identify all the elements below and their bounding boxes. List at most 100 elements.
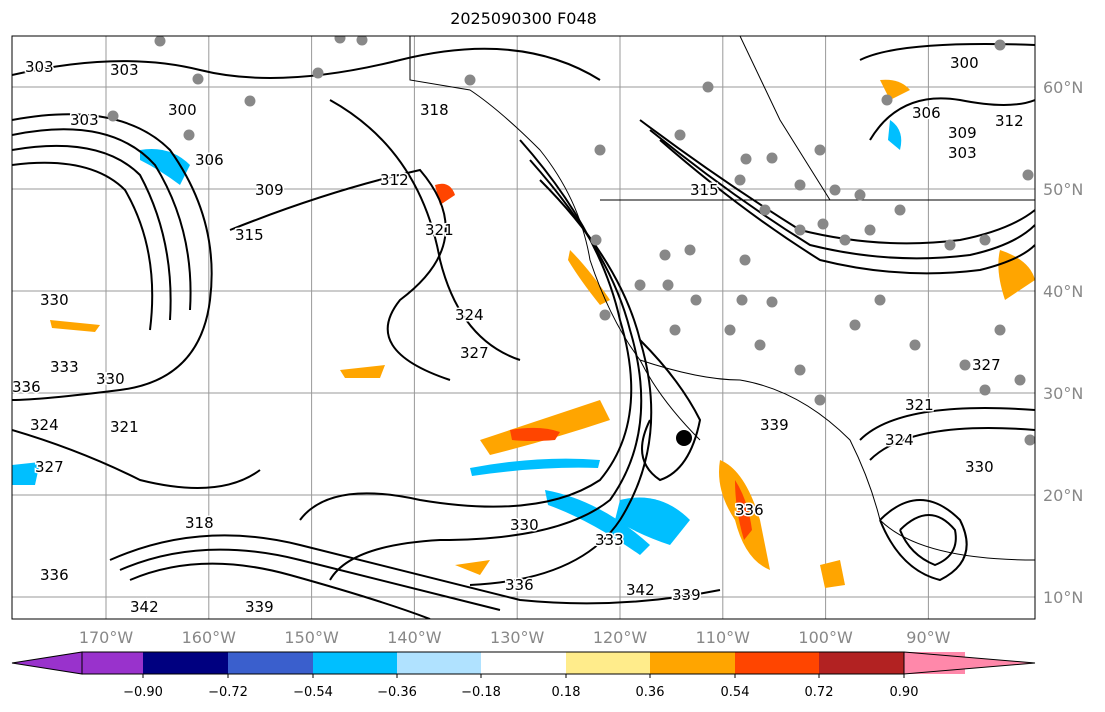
lon-tick-label: 90°W [906,628,950,647]
lon-tick-label: 120°W [593,628,648,647]
contour-label: 330 [96,370,125,388]
colorbar-segment [82,652,143,674]
station-marker [1014,374,1026,386]
station-marker [312,67,324,79]
contour-label: 336 [12,378,41,396]
station-marker [839,234,851,246]
colorbar-tick-label: 0.36 [636,685,665,700]
station-marker [724,324,736,336]
station-marker [590,234,602,246]
contour-label: 327 [460,344,489,362]
contour-label: 336 [735,501,764,519]
contour-label: 306 [195,151,224,169]
lat-tick-label: 20°N [1043,486,1083,505]
station-marker [794,364,806,376]
station-marker [854,189,866,201]
lat-tick-label: 10°N [1043,588,1083,607]
contour-label: 336 [40,566,69,584]
station-marker [794,179,806,191]
plot-frame [11,35,1036,620]
colorbar-tick-label: −0.36 [377,685,417,700]
station-marker [183,129,195,141]
colorbar-segment [735,652,819,674]
colorbar-segment [650,652,735,674]
lon-tick-label: 110°W [696,628,751,647]
station-marker [659,249,671,261]
station-marker [154,36,166,47]
contour-label: 330 [510,516,539,534]
station-marker [794,224,806,236]
contour-label: 339 [245,598,274,616]
station-marker [739,254,751,266]
contour-label: 306 [912,104,941,122]
contour-label: 321 [425,221,454,239]
station-marker [909,339,921,351]
station-marker [766,296,778,308]
station-marker [829,184,841,196]
contour-label: 339 [760,416,789,434]
station-marker [759,204,771,216]
lon-tick-label: 170°W [79,628,134,647]
contour-label: 339 [672,586,701,604]
lon-tick-label: 100°W [798,628,853,647]
colorbar-tick-label: −0.54 [293,685,333,700]
contour-label: 321 [110,418,139,436]
station-marker [944,239,956,251]
contour-lines [12,43,1035,619]
shading [12,79,1035,588]
lon-tick-label: 140°W [387,628,442,647]
plot-title: 2025090300 F048 [450,9,597,28]
contour-label: 324 [455,306,484,324]
contour-label: 303 [70,111,99,129]
contour-label: 309 [255,181,284,199]
contour-label: 330 [40,291,69,309]
station-markers [107,36,1035,446]
station-marker [817,218,829,230]
contour-label: 342 [626,581,655,599]
colorbar-segment [228,652,313,674]
station-marker [766,152,778,164]
station-marker [334,36,346,44]
colorbar-extend-max [903,651,1036,675]
station-marker [356,36,368,46]
station-marker [754,339,766,351]
station-marker [702,81,714,93]
colorbar-segment [397,652,481,674]
contour-label: 312 [995,112,1024,130]
lon-tick-label: 160°W [182,628,237,647]
station-marker [662,279,674,291]
station-marker [979,384,991,396]
colorbar-tick-label: −0.72 [208,685,248,700]
contour-label: 336 [505,576,534,594]
colorbar-segment [566,652,650,674]
lat-tick-label: 40°N [1043,282,1083,301]
station-marker [894,204,906,216]
colorbar-segment [819,652,904,674]
station-marker [959,359,971,371]
colorbar-tick-label: −0.18 [461,685,501,700]
station-marker [994,39,1006,51]
station-marker [599,309,611,321]
colorbar-segment [481,652,566,674]
station-marker [736,294,748,306]
contour-label: 324 [885,431,914,449]
station-marker [107,110,119,122]
station-marker [464,74,476,86]
lat-tick-label: 30°N [1043,384,1083,403]
station-marker [690,294,702,306]
colorbar: −0.90 −0.72 −0.54 −0.36 −0.18 0.18 0.36 0.54 0.7… [11,651,1036,700]
contour-label: 327 [35,458,64,476]
colorbar-tick-label: 0.18 [552,685,581,700]
station-marker [979,234,991,246]
contour-label: 333 [595,531,624,549]
station-marker [594,144,606,156]
station-marker [994,324,1006,336]
station-marker [1022,169,1034,181]
contour-label: 300 [950,54,979,72]
map-field: 303 303 300 303 306 309 312 315 318 321 … [12,36,1035,619]
station-marker [864,224,876,236]
lat-tick-label: 60°N [1043,78,1083,97]
colorbar-tick-label: −0.90 [123,685,163,700]
